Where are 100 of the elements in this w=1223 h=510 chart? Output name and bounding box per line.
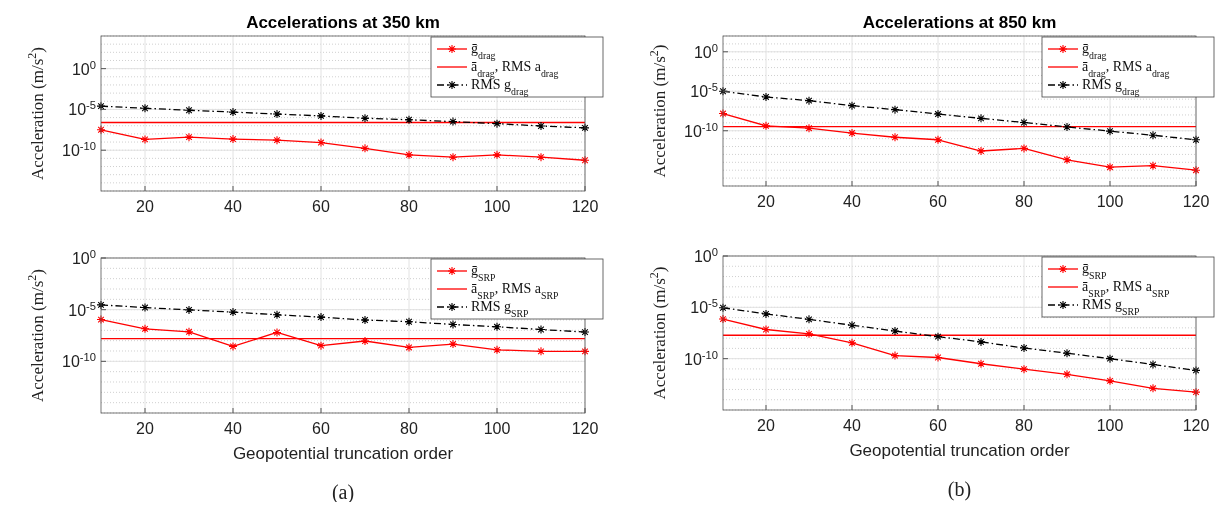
x-tick-label: 120 xyxy=(1182,417,1210,434)
point xyxy=(1148,359,1158,370)
x-tick-label: 120 xyxy=(571,420,599,437)
text: (b) xyxy=(947,478,972,501)
point xyxy=(492,345,502,355)
point xyxy=(360,143,370,153)
y-tick-label: 10$^{0}$ xyxy=(71,248,96,267)
point xyxy=(976,337,986,347)
point xyxy=(536,346,546,356)
point xyxy=(140,303,150,313)
point xyxy=(272,135,282,145)
x-tick-label: 80 xyxy=(400,198,418,215)
x-tick-label: 100 xyxy=(483,198,511,215)
point xyxy=(272,109,282,119)
point xyxy=(492,150,502,160)
point xyxy=(1062,122,1072,132)
point xyxy=(890,132,900,142)
point xyxy=(1191,165,1201,175)
point xyxy=(1191,387,1201,397)
point xyxy=(184,305,194,315)
point xyxy=(228,341,238,351)
point xyxy=(360,315,370,325)
point xyxy=(140,134,150,144)
y-tick-label: 10$^{-5}$ xyxy=(68,299,96,319)
point xyxy=(1191,135,1201,145)
y-tick-label: 10$^{-5}$ xyxy=(690,81,718,101)
point xyxy=(804,123,814,133)
x-tick-label: 60 xyxy=(312,420,330,437)
point xyxy=(847,338,857,348)
x-tick-label: 80 xyxy=(1015,417,1033,434)
point xyxy=(976,113,986,123)
x-tick-label: 40 xyxy=(843,417,861,434)
point xyxy=(536,324,546,335)
point xyxy=(761,121,771,131)
point xyxy=(976,146,986,156)
legend-label: ā$_{SRP}$, RMS a$_{SRP}$ xyxy=(1082,279,1170,299)
legend-label: RMS g$_{SRP}$ xyxy=(1082,297,1141,317)
point xyxy=(933,109,943,119)
x-tick-label: 40 xyxy=(224,198,242,215)
point xyxy=(1019,364,1029,374)
legend-label: ḡ$_{SRP}$ xyxy=(1082,261,1107,281)
y-tick-label: 10$^{-10}$ xyxy=(684,120,718,140)
x-tick-label: 80 xyxy=(1015,193,1033,210)
point xyxy=(1062,348,1072,358)
point xyxy=(316,111,326,121)
x-tick-label: 60 xyxy=(929,193,947,210)
legend-label: RMS g$_{drag}$ xyxy=(1082,77,1140,97)
y-tick-label: 10$^{-10}$ xyxy=(684,348,718,368)
point xyxy=(272,310,282,320)
point xyxy=(847,101,857,111)
y-tick-label: 10$^{-5}$ xyxy=(690,297,718,317)
y-tick-label: 10$^{0}$ xyxy=(693,41,718,61)
x-tick-label: 20 xyxy=(757,417,775,434)
point xyxy=(1105,376,1115,386)
x-tick-label: 100 xyxy=(1096,417,1124,434)
point xyxy=(1105,126,1115,136)
point xyxy=(580,327,590,337)
point xyxy=(976,359,986,369)
point xyxy=(448,319,458,330)
x-tick-label: 20 xyxy=(757,193,775,210)
point xyxy=(228,307,238,317)
x-tick-label: 60 xyxy=(929,417,947,434)
point xyxy=(933,332,943,342)
point xyxy=(536,121,546,131)
x-tick-label: 20 xyxy=(136,198,154,215)
point xyxy=(96,300,106,310)
point xyxy=(448,152,458,162)
point xyxy=(1019,143,1029,153)
y-tick-label: 10$^{0}$ xyxy=(693,246,718,265)
x-tick-label: 60 xyxy=(312,198,330,215)
point xyxy=(536,152,546,162)
point xyxy=(718,303,728,313)
point xyxy=(448,339,458,349)
x-tick-label: 40 xyxy=(843,193,861,210)
x-axis-title: Geopotential truncation order xyxy=(232,444,454,463)
chart-title: Accelerations at 850 km xyxy=(862,13,1057,32)
point xyxy=(933,135,943,145)
point xyxy=(890,105,900,115)
point xyxy=(1062,155,1072,165)
point xyxy=(228,107,238,117)
point xyxy=(184,327,194,337)
x-tick-label: 120 xyxy=(1182,193,1210,210)
point xyxy=(890,326,900,336)
point xyxy=(1191,365,1201,375)
point xyxy=(718,109,728,119)
legend-label: RMS g$_{SRP}$ xyxy=(471,299,530,319)
point xyxy=(580,123,590,133)
point xyxy=(140,324,150,334)
point xyxy=(1148,161,1158,171)
point xyxy=(492,119,502,129)
point xyxy=(761,92,771,102)
point xyxy=(804,96,814,106)
x-tick-label: 100 xyxy=(483,420,511,437)
legend-label: ā$_{SRP}$, RMS a$_{SRP}$ xyxy=(471,281,559,301)
point xyxy=(448,117,458,127)
x-axis-title: Geopotential truncation order xyxy=(849,441,1070,460)
point xyxy=(1019,343,1029,353)
y-tick-label: 10$^{0}$ xyxy=(71,58,96,78)
legend-label: RMS g$_{drag}$ xyxy=(471,77,529,97)
point xyxy=(316,341,326,351)
